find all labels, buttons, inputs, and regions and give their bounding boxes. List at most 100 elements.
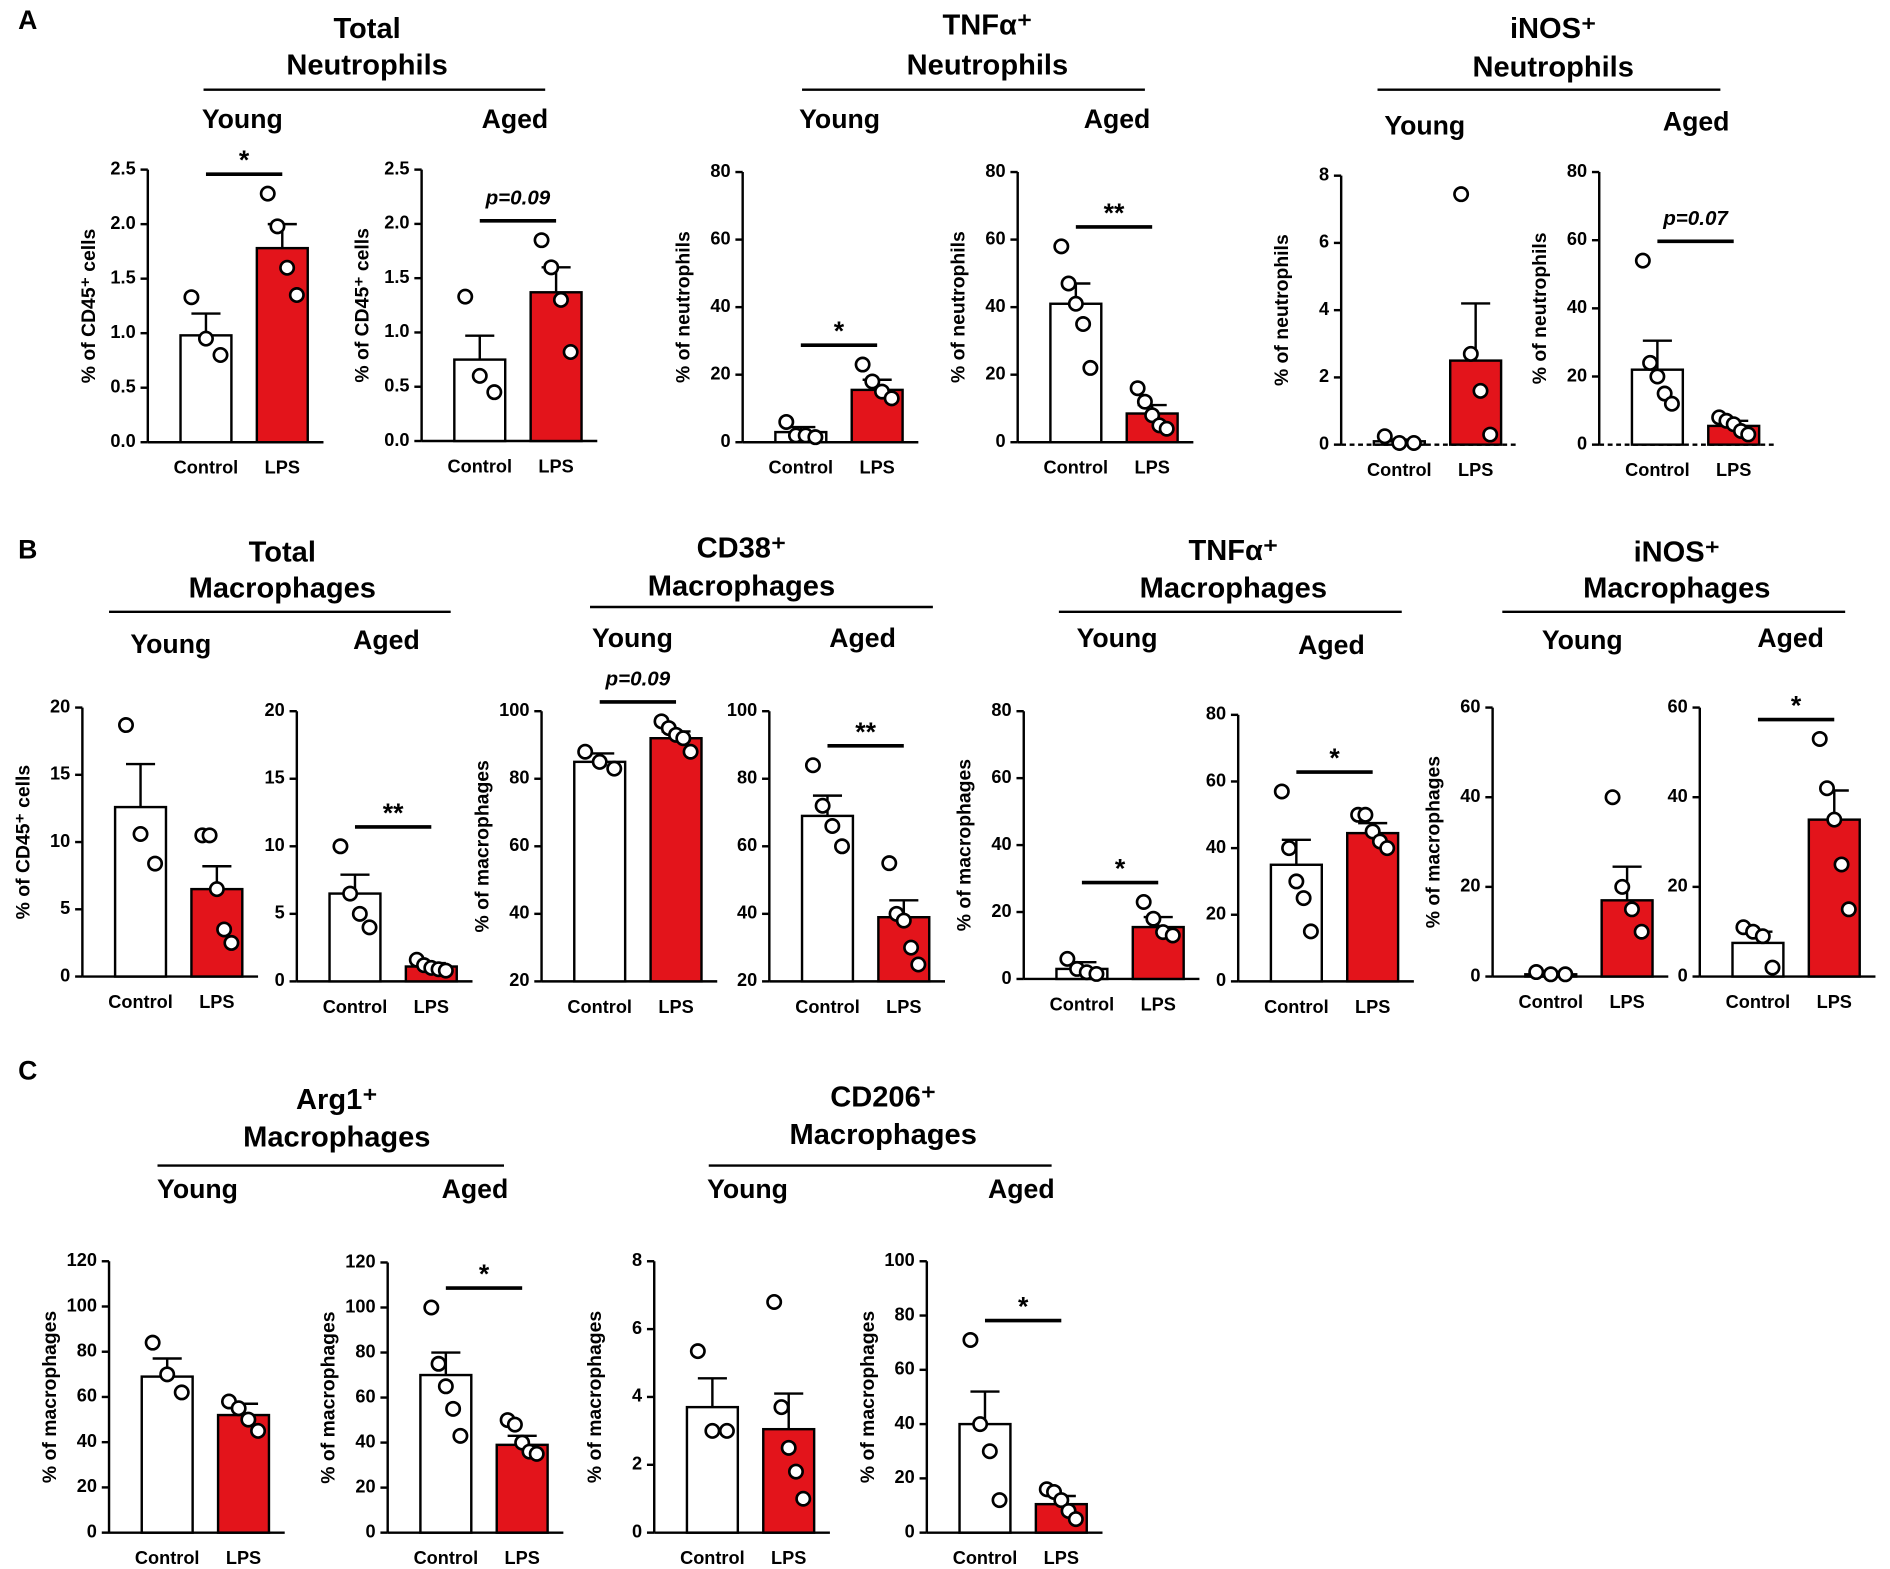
data-point (1840, 901, 1857, 918)
data-point (118, 717, 134, 734)
x-tick-label: LPS (859, 458, 894, 478)
data-point (1482, 426, 1499, 443)
y-tick-label: 0 (275, 970, 285, 990)
data-point (1472, 382, 1489, 399)
data-point (212, 346, 229, 363)
y-axis-label: % of macrophages (318, 1311, 340, 1483)
y-tick-label: 0 (905, 1521, 915, 1541)
data-point (1811, 730, 1828, 747)
data-point (795, 1490, 812, 1507)
data-point (675, 730, 692, 747)
data-point (230, 1400, 247, 1417)
data-point (1391, 434, 1408, 451)
y-tick-label: 80 (77, 1341, 97, 1361)
subgroup-label: Aged (1084, 104, 1151, 134)
data-point (1053, 238, 1070, 255)
data-point (1145, 910, 1162, 927)
data-point (1273, 783, 1290, 800)
group-title: Macrophages (1583, 573, 1770, 605)
x-tick-label: Control (414, 1548, 479, 1568)
subgroup-label: Young (1542, 625, 1623, 655)
data-point (332, 838, 349, 855)
significance-label: p=0.09 (485, 186, 551, 209)
group-title: iNOS⁺ (1634, 536, 1720, 568)
y-tick-label: 40 (737, 903, 757, 923)
y-tick-label: 40 (1567, 297, 1587, 317)
bar (1346, 831, 1400, 983)
data-point (430, 1355, 447, 1372)
y-tick-label: 0 (1678, 965, 1688, 985)
y-tick-label: 80 (985, 161, 1005, 181)
bar (140, 1375, 194, 1534)
x-tick-label: Control (769, 458, 834, 478)
y-axis-label: % of macrophages (584, 1311, 606, 1483)
data-point (445, 1400, 462, 1417)
panel-letter: B (18, 534, 37, 564)
data-point (288, 287, 305, 304)
y-tick-label: 60 (710, 228, 730, 248)
group-title: Neutrophils (907, 49, 1068, 81)
data-point (704, 1422, 721, 1439)
error-bar (697, 1377, 727, 1408)
y-tick-label: 20 (1460, 876, 1480, 896)
data-point (159, 1366, 176, 1383)
y-tick-label: 2 (632, 1454, 642, 1474)
bar (958, 1422, 1012, 1534)
y-tick-label: 0 (1470, 965, 1480, 985)
y-tick-label: 20 (509, 970, 529, 990)
data-point (144, 1334, 161, 1351)
group-title: Arg1⁺ (296, 1084, 378, 1116)
y-tick-label: 100 (67, 1295, 97, 1315)
y-tick-label: 100 (884, 1250, 914, 1270)
y-axis-label: % of CD45⁺ cells (78, 229, 100, 384)
group-title: Total (249, 536, 316, 568)
data-point (486, 384, 503, 401)
subgroup-label: Young (1384, 110, 1465, 140)
significance-label: * (479, 1259, 490, 1289)
x-tick-label: Control (1044, 458, 1109, 478)
data-point (1623, 901, 1640, 918)
x-tick-label: LPS (414, 997, 449, 1017)
data-point (1663, 395, 1680, 412)
subgroup-label: Aged (1663, 107, 1730, 137)
data-point (1833, 856, 1850, 873)
data-point (506, 1416, 523, 1433)
y-axis-label: % of macrophages (954, 759, 976, 931)
x-tick-label: LPS (1044, 1548, 1079, 1568)
data-point (1136, 393, 1153, 410)
y-tick-label: 20 (265, 700, 285, 720)
data-point (883, 390, 900, 407)
data-point (972, 1416, 989, 1433)
data-point (1528, 964, 1545, 981)
data-point (216, 921, 233, 938)
data-point (269, 218, 286, 235)
y-tick-label: 40 (1206, 837, 1226, 857)
data-point (606, 760, 623, 777)
y-tick-label: 40 (1667, 786, 1687, 806)
x-tick-label: Control (1726, 992, 1791, 1012)
data-point (991, 1492, 1008, 1509)
y-axis-label: % of macrophages (1423, 756, 1445, 928)
significance-label: ** (855, 717, 876, 747)
y-tick-label: 60 (1667, 696, 1687, 716)
data-point (864, 373, 881, 390)
data-point (1379, 840, 1396, 857)
y-tick-label: 20 (50, 696, 70, 716)
y-tick-label: 60 (895, 1359, 915, 1379)
data-point (437, 1378, 454, 1395)
y-tick-label: 1.0 (384, 321, 409, 341)
data-point (1053, 1492, 1070, 1509)
x-tick-label: Control (567, 997, 632, 1017)
y-tick-label: 2 (1319, 366, 1329, 386)
y-tick-label: 40 (509, 903, 529, 923)
data-point (183, 289, 200, 306)
y-tick-label: 60 (1460, 696, 1480, 716)
y-tick-label: 80 (509, 768, 529, 788)
x-tick-label: LPS (1817, 992, 1852, 1012)
data-point (1634, 252, 1651, 269)
data-point (814, 797, 831, 814)
y-tick-label: 20 (1206, 904, 1226, 924)
y-tick-label: 80 (355, 1341, 375, 1361)
subgroup-label: Aged (829, 623, 896, 653)
